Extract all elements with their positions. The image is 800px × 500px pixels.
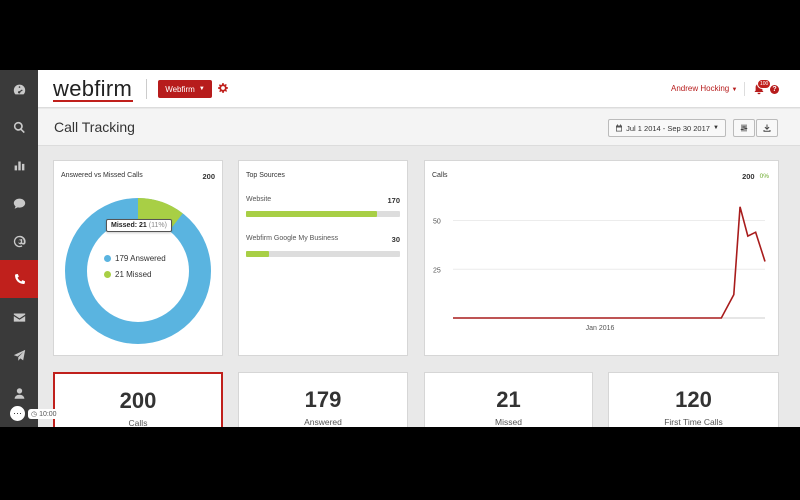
tooltip-percent: (11%) — [148, 222, 167, 229]
date-range-picker[interactable]: Jul 1 2014 - Sep 30 2017 ▼ — [608, 119, 726, 137]
caret-down-icon: ▼ — [731, 87, 738, 93]
y-tick-label: 50 — [433, 219, 441, 226]
sidebar-item-search[interactable] — [0, 108, 38, 146]
stat-value: 120 — [675, 387, 712, 412]
stat-value: 200 — [119, 388, 157, 413]
stat-label: Missed — [495, 417, 522, 427]
chart-icon — [14, 160, 24, 170]
user-name: Andrew Hocking — [671, 84, 730, 93]
sidebar-item-users[interactable] — [0, 374, 38, 412]
user-icon — [14, 387, 24, 399]
clock-icon: ◷ — [31, 410, 38, 418]
timer-widget: ⋯ ◷ 10:00 — [10, 406, 60, 421]
sidebar-item-calls[interactable] — [0, 260, 38, 298]
date-range-label: Jul 1 2014 - Sep 30 2017 — [626, 123, 710, 133]
card-title: Top Sources — [246, 172, 285, 179]
filter-button[interactable] — [733, 119, 755, 137]
timer-display: ◷ 10:00 — [28, 408, 60, 419]
calls-summary: 200 0% — [742, 172, 769, 181]
source-value: 30 — [391, 235, 400, 244]
dashboard-icon — [13, 84, 25, 94]
sidebar — [0, 70, 38, 427]
calls-line-chart: 25 50 Jan 2016 — [433, 206, 766, 332]
source-value: 170 — [387, 196, 400, 205]
donut-missed-segment[interactable] — [65, 198, 211, 344]
legend-label: 179 Answered — [115, 254, 166, 263]
timer-value: 10:00 — [39, 410, 57, 418]
chat-icon — [13, 198, 25, 209]
sidebar-item-reports[interactable] — [0, 146, 38, 184]
user-menu[interactable]: Andrew Hocking ▼ — [671, 84, 737, 93]
legend-swatch — [104, 271, 111, 278]
card-title: Calls — [432, 172, 448, 179]
card-total: 200 — [202, 172, 215, 181]
legend-answered: 179 Answered — [104, 254, 166, 263]
caret-down-icon: ▼ — [712, 125, 719, 131]
legend-swatch — [104, 255, 111, 262]
divider — [744, 82, 745, 96]
logo-underline — [53, 100, 133, 102]
card-title: Answered vs Missed Calls — [61, 172, 143, 179]
legend-missed: 21 Missed — [104, 270, 151, 279]
logo: webfirm — [53, 76, 133, 101]
sidebar-item-mentions[interactable] — [0, 222, 38, 260]
gear-icon[interactable] — [218, 83, 228, 93]
top-sources-card: Top Sources Website 170 Webfirm Google M… — [238, 160, 408, 356]
send-icon — [13, 349, 25, 361]
series-line — [453, 206, 766, 319]
account-switcher-label: Webfirm — [165, 84, 195, 94]
page-title: Call Tracking — [54, 119, 135, 135]
mail-icon — [13, 312, 25, 322]
source-bar-fill — [246, 251, 270, 257]
notification-badge: 100 — [757, 79, 772, 89]
source-bar — [246, 251, 400, 257]
divider — [146, 79, 147, 99]
x-tick-label: Jan 2016 — [586, 325, 615, 332]
sliders-icon — [740, 124, 748, 132]
sidebar-item-send[interactable] — [0, 336, 38, 374]
stat-card-answered[interactable]: 179 Answered — [238, 372, 408, 427]
calls-total: 200 — [742, 172, 755, 181]
stat-value: 179 — [304, 387, 342, 412]
more-icon[interactable]: ⋯ — [10, 406, 25, 421]
caret-down-icon: ▼ — [198, 86, 205, 92]
download-button[interactable] — [756, 119, 778, 137]
source-label: Webfirm Google My Business — [246, 235, 339, 242]
stat-label: First Time Calls — [664, 417, 723, 427]
help-icon[interactable]: ? — [770, 85, 779, 94]
source-bar — [246, 211, 400, 217]
stat-card-missed[interactable]: 21 Missed — [424, 372, 593, 427]
account-switcher-button[interactable]: Webfirm ▼ — [158, 80, 212, 98]
page-header: Call Tracking Jul 1 2014 - Sep 30 2017 ▼ — [38, 109, 800, 146]
phone-icon — [14, 273, 25, 284]
top-bar: webfirm Webfirm ▼ Andrew Hocking ▼ 100 ? — [38, 70, 800, 108]
sidebar-item-dashboard[interactable] — [0, 70, 38, 108]
stat-card-first-time[interactable]: 120 First Time Calls — [608, 372, 779, 427]
answered-vs-missed-card: Answered vs Missed Calls 200 Missed: 21 … — [53, 160, 223, 356]
donut-tooltip: Missed: 21 (11%) — [106, 219, 172, 232]
calls-change: 0% — [759, 173, 769, 180]
tooltip-label: Missed: — [111, 222, 138, 229]
stat-value: 21 — [496, 387, 521, 412]
stat-label: Calls — [128, 418, 148, 427]
sidebar-item-chat[interactable] — [0, 184, 38, 222]
source-bar-fill — [246, 211, 377, 217]
tooltip-value: 21 — [139, 222, 147, 229]
app-window: webfirm Webfirm ▼ Andrew Hocking ▼ 100 ?… — [0, 70, 800, 427]
sidebar-item-mail[interactable] — [0, 298, 38, 336]
donut-chart — [65, 198, 211, 344]
y-tick-label: 25 — [433, 267, 441, 274]
stat-label: Answered — [304, 417, 342, 427]
source-label: Website — [246, 196, 272, 203]
search-icon — [13, 121, 25, 133]
stat-card-calls[interactable]: 200 Calls — [53, 372, 223, 427]
at-icon — [13, 235, 26, 247]
calendar-icon — [616, 124, 623, 132]
download-icon — [763, 124, 771, 132]
legend-label: 21 Missed — [115, 270, 152, 279]
calls-chart-card: Calls 200 0% 25 50 Jan 2016 — [424, 160, 779, 356]
